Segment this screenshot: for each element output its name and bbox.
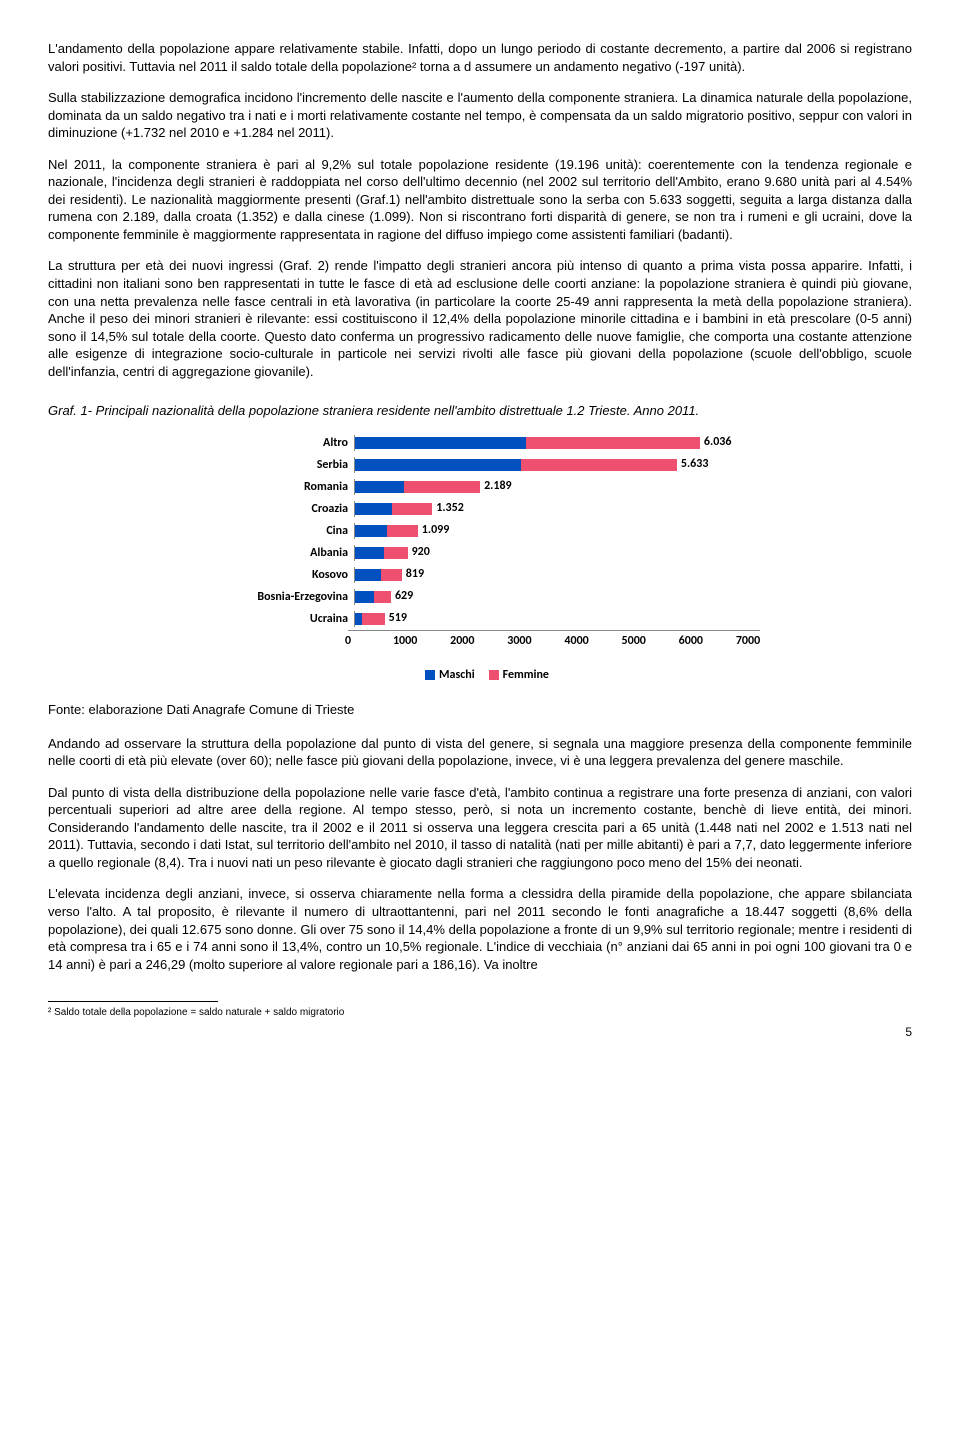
bar-male [355, 591, 374, 603]
category-label: Kosovo [200, 567, 354, 583]
chart-legend: Maschi Femmine [200, 667, 760, 683]
chart-row: Serbia 5.633 [200, 454, 760, 476]
bar-male [355, 569, 381, 581]
bar-male [355, 525, 387, 537]
bar-male [355, 459, 521, 471]
category-label: Bosnia-Erzegovina [200, 589, 354, 605]
paragraph: Dal punto di vista della distribuzione d… [48, 784, 912, 872]
category-label: Croazia [200, 501, 354, 517]
bar-track: 1.099 [354, 523, 760, 539]
paragraph: La struttura per età dei nuovi ingressi … [48, 257, 912, 380]
legend-label-female: Femmine [503, 668, 549, 682]
bar-value-label: 5.633 [677, 456, 709, 472]
legend-label-male: Maschi [439, 668, 475, 682]
x-axis: 0 1000 2000 3000 4000 5000 6000 7000 [348, 630, 760, 655]
chart-row: Cina 1.099 [200, 520, 760, 542]
bar-value-label: 629 [391, 588, 413, 604]
bar-value-label: 1.099 [418, 522, 450, 538]
bar-value-label: 2.189 [480, 478, 512, 494]
bar-female [362, 613, 385, 625]
bar-female [374, 591, 391, 603]
bar-female [521, 459, 677, 471]
bar-male [355, 503, 392, 515]
bar-male [355, 481, 404, 493]
chart-row: Romania 2.189 [200, 476, 760, 498]
bar-track: 920 [354, 545, 760, 561]
x-tick: 0 [345, 633, 351, 649]
category-label: Albania [200, 545, 354, 561]
x-tick: 4000 [564, 633, 588, 649]
bar-male [355, 437, 526, 449]
bar-female [384, 547, 408, 559]
bar-value-label: 819 [402, 566, 424, 582]
x-tick: 2000 [450, 633, 474, 649]
chart-row: Croazia 1.352 [200, 498, 760, 520]
category-label: Romania [200, 479, 354, 495]
category-label: Cina [200, 523, 354, 539]
legend-swatch-female [489, 670, 499, 680]
bar-female [526, 437, 699, 449]
footnote: ² Saldo totale della popolazione = saldo… [48, 1006, 912, 1020]
bar-track: 5.633 [354, 457, 760, 473]
bar-female [387, 525, 418, 537]
bar-track: 1.352 [354, 501, 760, 517]
x-tick: 1000 [393, 633, 417, 649]
bar-track: 819 [354, 567, 760, 583]
x-tick: 3000 [507, 633, 531, 649]
category-label: Ucraina [200, 611, 354, 627]
page-number: 5 [48, 1024, 912, 1040]
paragraph: Nel 2011, la componente straniera è pari… [48, 156, 912, 244]
bar-value-label: 920 [408, 544, 430, 560]
category-label: Altro [200, 435, 354, 451]
paragraph: Sulla stabilizzazione demografica incido… [48, 89, 912, 142]
chart-row: Kosovo 819 [200, 564, 760, 586]
x-tick: 5000 [622, 633, 646, 649]
bar-female [404, 481, 481, 493]
chart-row: Altro 6.036 [200, 432, 760, 454]
bar-male [355, 613, 362, 625]
category-label: Serbia [200, 457, 354, 473]
bar-track: 629 [354, 589, 760, 605]
footnote-rule [48, 1001, 218, 1002]
nationality-bar-chart: Altro 6.036 Serbia 5.633 Romania 2.189 Croazia… [200, 432, 760, 683]
chart-row: Ucraina 519 [200, 608, 760, 630]
bar-value-label: 6.036 [700, 434, 732, 450]
x-tick: 6000 [679, 633, 703, 649]
paragraph: L'andamento della popolazione appare rel… [48, 40, 912, 75]
bar-value-label: 519 [385, 610, 407, 626]
x-tick: 7000 [736, 633, 760, 649]
bar-male [355, 547, 384, 559]
chart-title: Graf. 1- Principali nazionalità della po… [48, 402, 912, 420]
bar-value-label: 1.352 [432, 500, 464, 516]
bar-female [381, 569, 402, 581]
chart-row: Bosnia-Erzegovina 629 [200, 586, 760, 608]
bar-track: 519 [354, 611, 760, 627]
paragraph: L'elevata incidenza degli anziani, invec… [48, 885, 912, 973]
bar-female [392, 503, 432, 515]
paragraph: Andando ad osservare la struttura della … [48, 735, 912, 770]
chart-source: Fonte: elaborazione Dati Anagrafe Comune… [48, 701, 912, 719]
chart-row: Albania 920 [200, 542, 760, 564]
bar-track: 2.189 [354, 479, 760, 495]
bar-track: 6.036 [354, 435, 760, 451]
legend-swatch-male [425, 670, 435, 680]
